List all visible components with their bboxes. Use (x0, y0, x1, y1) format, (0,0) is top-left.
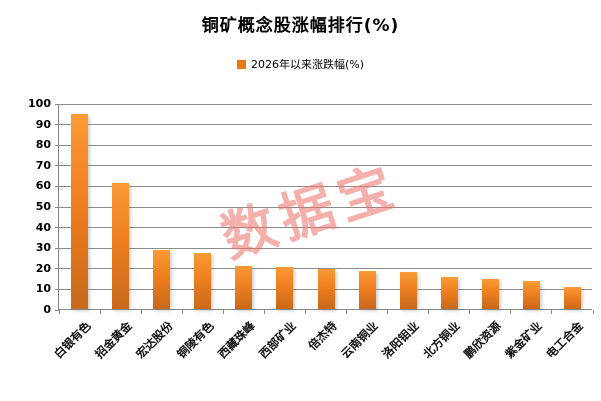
y-tick-label: 40 (35, 220, 51, 234)
x-axis-tick (263, 310, 265, 314)
y-axis-tick (55, 288, 59, 290)
y-tick-label: 60 (35, 179, 51, 193)
bar-宏达股份 (153, 250, 171, 309)
gridline (59, 206, 592, 208)
y-axis-tick (55, 309, 59, 311)
x-axis-tick (346, 310, 348, 314)
x-axis-tick (428, 310, 430, 314)
gridline (59, 268, 592, 270)
y-axis-tick (55, 227, 59, 229)
y-tick-label: 0 (43, 303, 51, 316)
x-axis-tick (510, 310, 512, 314)
y-axis-tick (55, 206, 59, 208)
x-axis-tick (469, 310, 471, 314)
x-axis-tick (140, 310, 142, 314)
x-axis-tick (387, 310, 389, 314)
legend: 2026年以来涨跌幅(%) (0, 56, 601, 72)
gridline (59, 247, 592, 249)
y-axis-tick (55, 268, 59, 270)
chart-title: 铜矿概念股涨幅排行(%) (201, 16, 400, 36)
bar-鹏欣资源 (481, 278, 499, 309)
gridline (59, 185, 592, 187)
gridline (59, 227, 592, 229)
gridline (59, 165, 592, 167)
bar-白银有色 (71, 114, 89, 309)
legend-swatch-icon (236, 59, 246, 69)
bar-电工合金 (563, 287, 581, 309)
y-axis-tick (55, 103, 59, 105)
y-axis-tick (55, 185, 59, 187)
y-tick-label: 10 (35, 282, 51, 296)
y-tick-label: 80 (35, 138, 51, 152)
bar-西藏珠峰 (235, 265, 253, 309)
bar-云南铜业 (358, 270, 376, 309)
bar-洛阳钼业 (399, 271, 417, 309)
bar-铜陵有色 (194, 252, 212, 309)
y-axis-tick (55, 247, 59, 249)
bar-招金黄金 (112, 183, 130, 309)
gridline (59, 103, 592, 105)
x-axis-tick (181, 310, 183, 314)
plot-area: 0 10 20 30 40 50 60 70 80 90 100 白银有色 招金黄金 宏达股份 铜陵有色 西藏… (28, 98, 594, 361)
legend-label: 2026年以来涨跌幅(%) (250, 58, 365, 71)
y-axis-tick (55, 124, 59, 126)
bar-紫金矿业 (522, 281, 540, 309)
bar-北方铜业 (440, 277, 458, 309)
y-tick-label: 100 (28, 97, 51, 110)
bar-西部矿业 (276, 266, 294, 309)
x-axis-tick (58, 310, 60, 314)
x-axis-tick (222, 310, 224, 314)
y-tick-label: 30 (35, 241, 51, 255)
gridline (59, 124, 592, 126)
x-axis-tick (592, 310, 594, 314)
y-axis-tick (55, 165, 59, 167)
gridline (59, 144, 592, 146)
y-tick-label: 20 (35, 261, 51, 275)
x-axis-tick (304, 310, 306, 314)
y-tick-label: 50 (35, 200, 51, 213)
y-axis-tick (55, 144, 59, 146)
bar-倍杰特 (317, 268, 335, 309)
x-axis-tick (551, 310, 553, 314)
y-tick-label: 70 (35, 158, 51, 172)
x-axis-tick (99, 310, 101, 314)
y-tick-label: 90 (35, 117, 51, 131)
